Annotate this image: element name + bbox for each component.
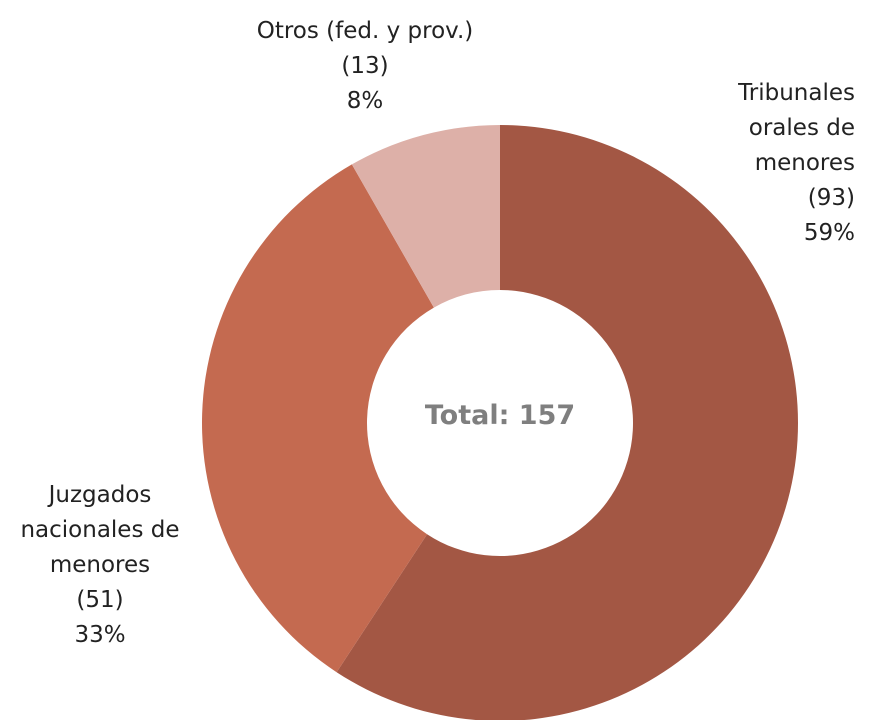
- slice-label: Juzgados nacionales de menores (51) 33%: [10, 478, 190, 653]
- percent-label: 33%: [74, 622, 126, 648]
- percent-label: 8%: [346, 88, 384, 114]
- percent-label: 59%: [803, 220, 855, 246]
- slice: [336, 125, 798, 720]
- category-label: Otros (fed. y prov.): [256, 18, 474, 44]
- slice: [201, 164, 434, 673]
- category-label: Juzgados nacionales de menores: [20, 482, 180, 578]
- value-label: (13): [341, 53, 389, 79]
- slice: [351, 125, 500, 308]
- slice-label: Otros (fed. y prov.) (13) 8%: [165, 14, 565, 119]
- center-label: Total: 157: [424, 400, 576, 431]
- value-label: (51): [76, 587, 124, 613]
- slice-label: Tribunales orales de menores (93) 59%: [700, 76, 855, 251]
- category-label: Tribunales orales de menores: [738, 80, 855, 176]
- value-label: (93): [807, 185, 855, 211]
